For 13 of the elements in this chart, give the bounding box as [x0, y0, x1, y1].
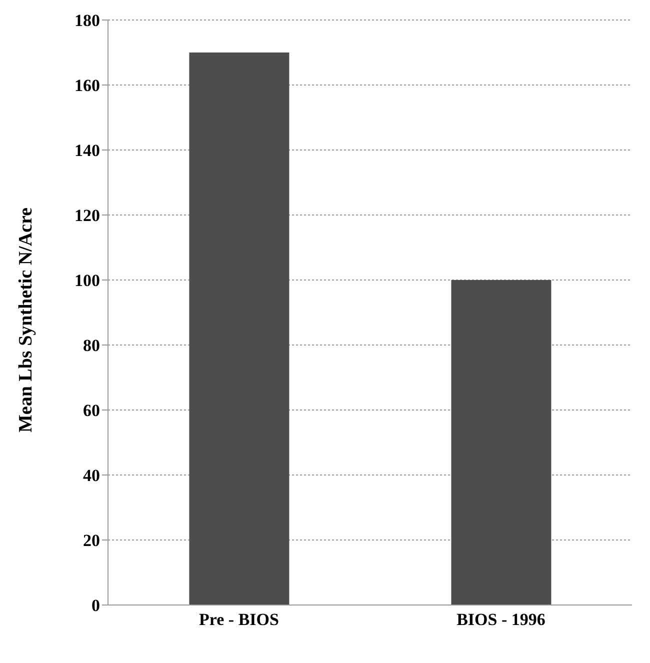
y-tick-label: 40 — [83, 466, 100, 486]
y-tick-label: 120 — [74, 206, 100, 226]
y-tick-label: 100 — [74, 271, 100, 290]
y-tick-label: 80 — [83, 336, 100, 356]
y-tick-label: 180 — [74, 11, 100, 30]
y-tick-label: 0 — [92, 596, 100, 616]
y-tick-label: 20 — [83, 531, 100, 550]
y-axis-title: Mean Lbs Synthetic N/Acre — [16, 208, 37, 432]
x-tick-label: BIOS - 1996 — [456, 610, 546, 630]
x-tick-label: Pre - BIOS — [199, 610, 279, 630]
y-tick-label: 60 — [83, 401, 100, 420]
y-tick-label: 160 — [74, 76, 100, 96]
y-tick-label: 140 — [74, 141, 100, 160]
